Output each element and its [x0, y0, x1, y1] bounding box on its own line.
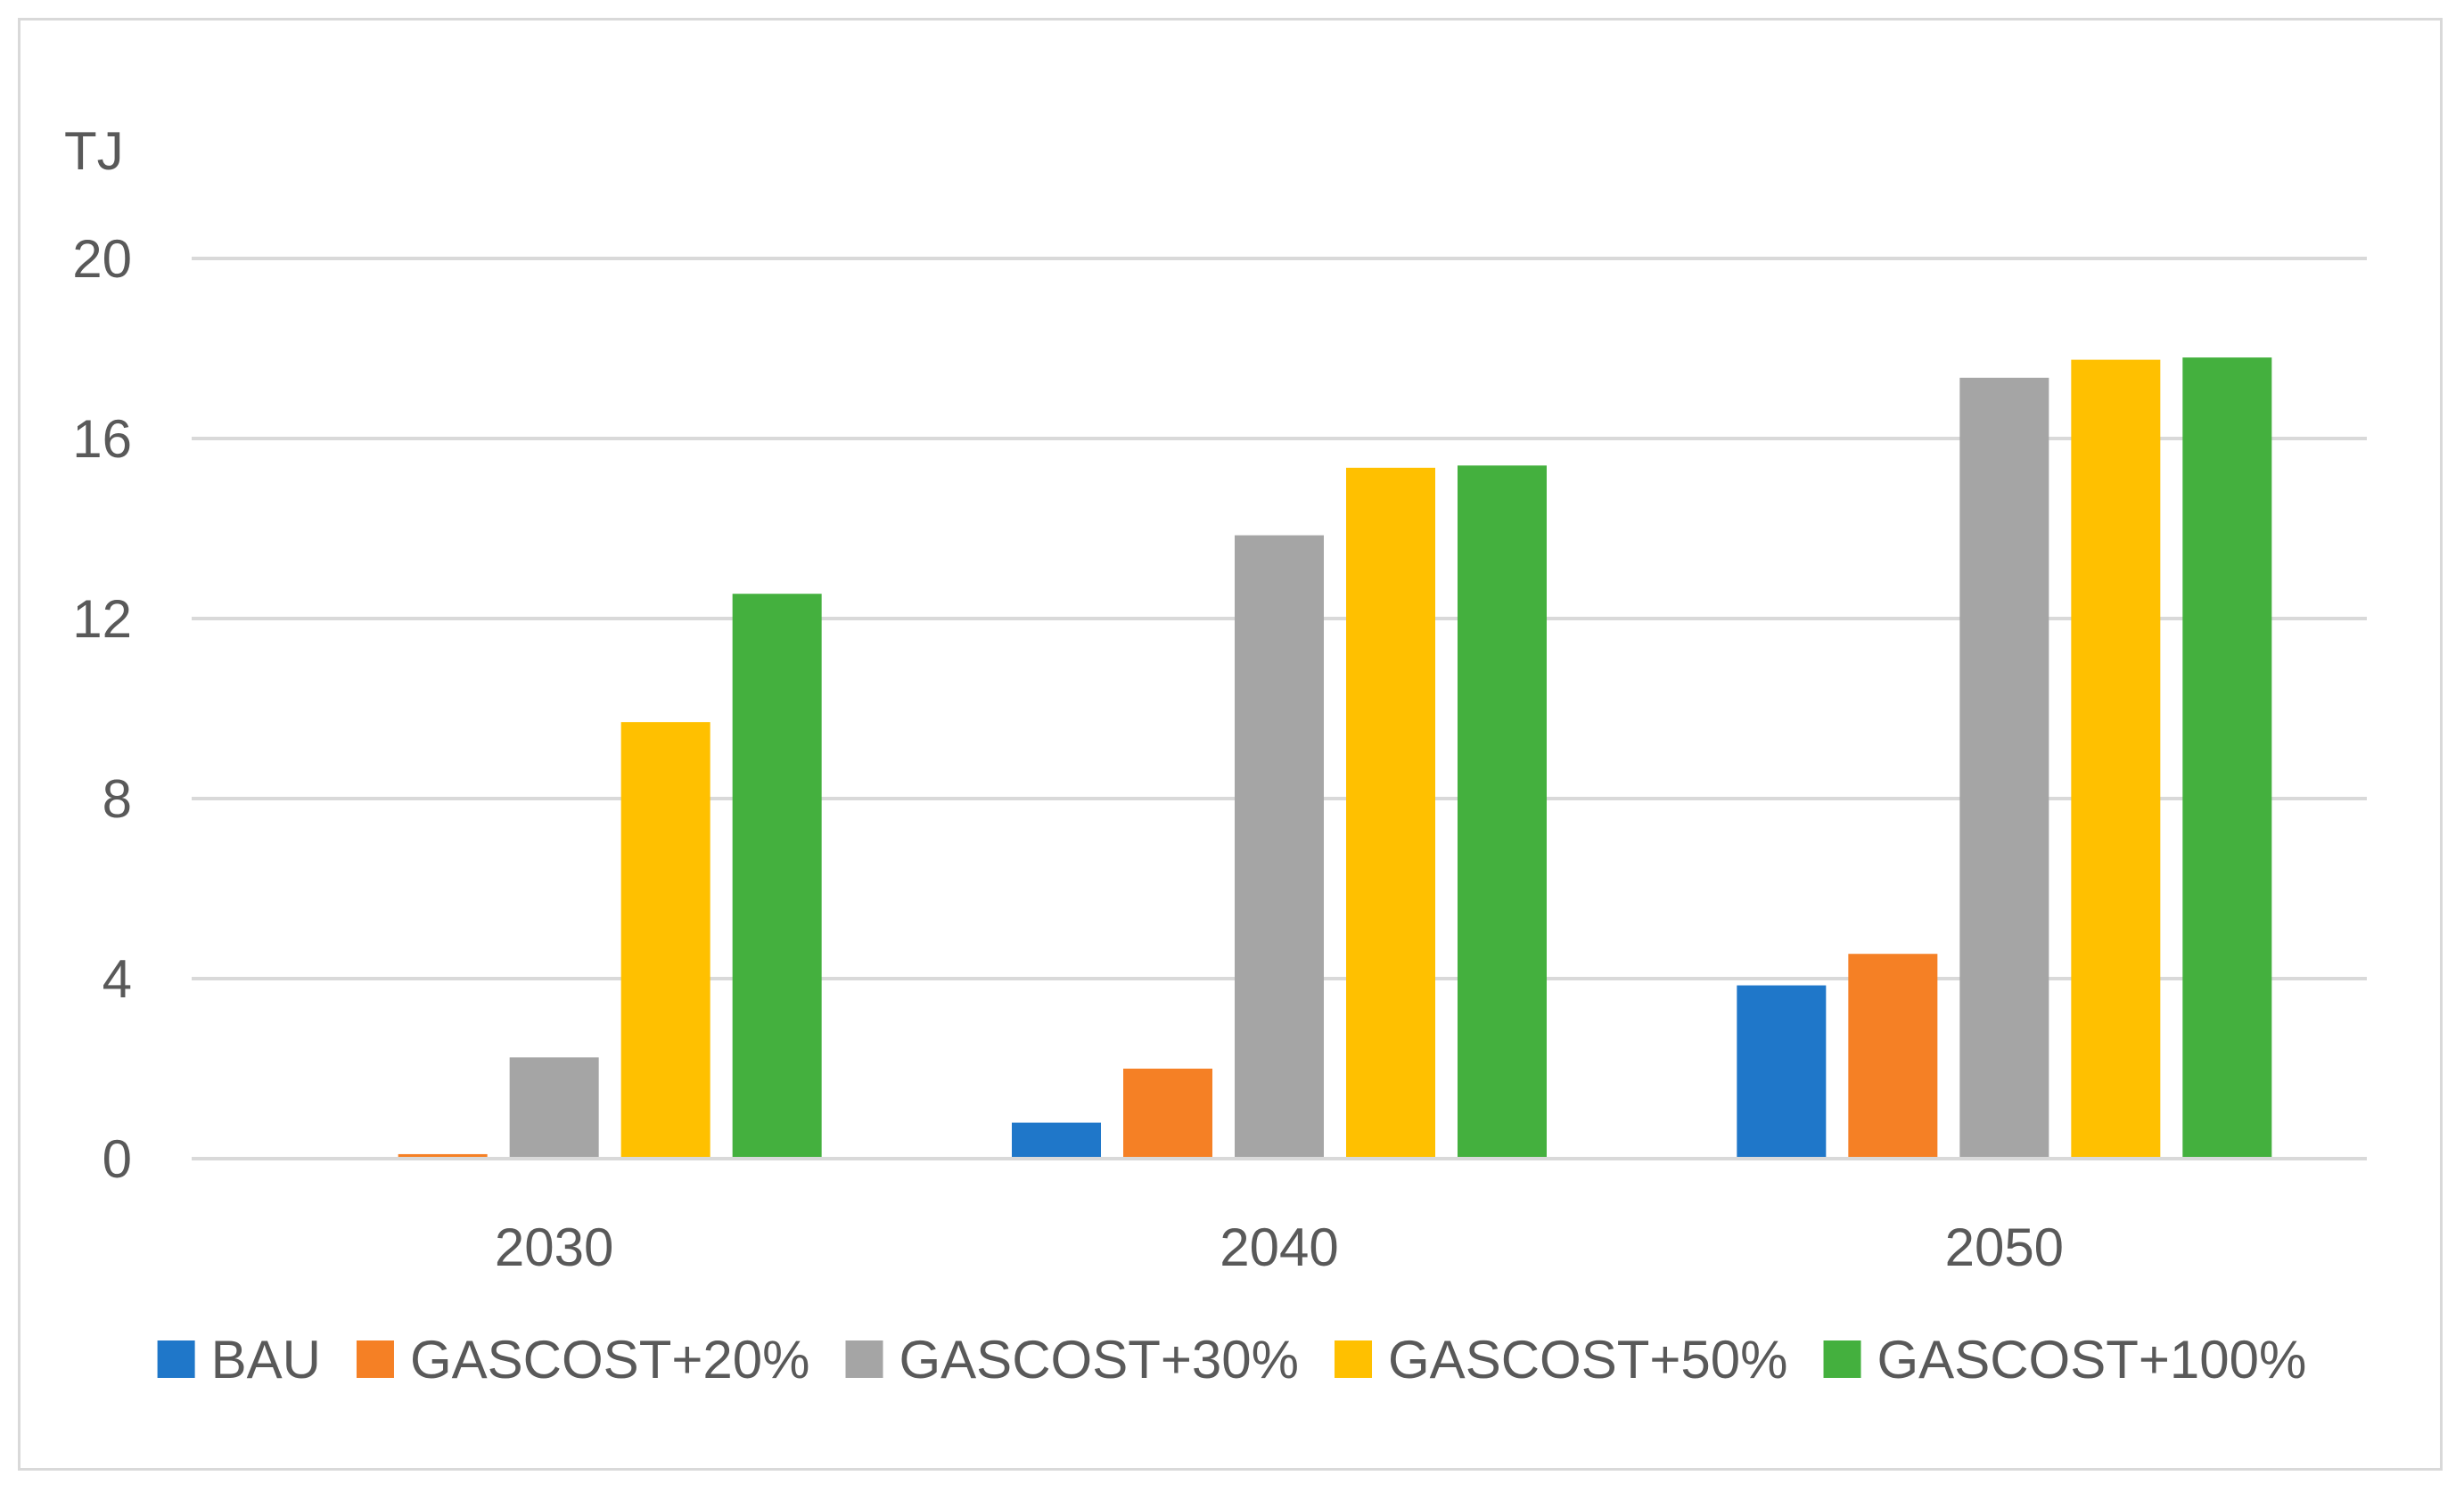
bar-2050-bau: [1737, 985, 1827, 1159]
bar-2050-gascost-50-: [2071, 359, 2161, 1159]
bar-2030-gascost-100-: [732, 594, 822, 1159]
bar-2030-gascost-20-: [398, 1153, 488, 1159]
legend-item-gascost-100-: GASCOST+100%: [1823, 1330, 2307, 1390]
bars: [398, 357, 2272, 1160]
bar-2040-gascost-100-: [1458, 465, 1547, 1159]
x-tick-label: 2040: [1220, 1217, 1338, 1277]
y-tick-label: 4: [103, 949, 132, 1009]
x-tick-label: 2050: [1945, 1217, 2064, 1277]
bar-2050-gascost-30-: [1959, 377, 2049, 1159]
bar-2040-bau: [1012, 1122, 1101, 1159]
bar-2030-gascost-50-: [620, 722, 710, 1159]
y-tick-label: 0: [103, 1129, 132, 1189]
legend-swatch: [356, 1340, 394, 1378]
legend-label: GASCOST+100%: [1877, 1330, 2307, 1390]
bar-2040-gascost-50-: [1346, 467, 1435, 1159]
y-tick-label: 8: [103, 769, 132, 829]
y-tick-label: 16: [72, 409, 132, 469]
legend-label: GASCOST+50%: [1388, 1330, 1788, 1390]
legend-swatch: [1335, 1340, 1373, 1378]
legend: BAU GASCOST+20% GASCOST+30% GASCOST+50% GASC…: [157, 1330, 2307, 1390]
legend-item-gascost-50-: GASCOST+50%: [1335, 1330, 1788, 1390]
legend-swatch: [157, 1340, 195, 1378]
y-tick-label: 12: [72, 589, 132, 649]
legend-label: GASCOST+20%: [410, 1330, 810, 1390]
bar-2050-gascost-20-: [1848, 954, 1938, 1159]
bar-2040-gascost-30-: [1235, 535, 1324, 1159]
legend-item-gascost-20-: GASCOST+20%: [356, 1330, 810, 1390]
legend-label: BAU: [211, 1330, 321, 1390]
bar-2040-gascost-20-: [1123, 1069, 1212, 1159]
legend-item-bau: BAU: [157, 1330, 321, 1390]
legend-swatch: [845, 1340, 883, 1378]
legend-item-gascost-30-: GASCOST+30%: [845, 1330, 1299, 1390]
y-axis-ticks: 0 4 8 12 16 20: [72, 229, 132, 1189]
bar-2050-gascost-100-: [2182, 357, 2272, 1160]
x-tick-label: 2030: [495, 1217, 613, 1277]
x-axis-ticks: 2030 2040 2050: [495, 1217, 2064, 1277]
y-tick-label: 20: [72, 229, 132, 289]
legend-swatch: [1823, 1340, 1861, 1378]
legend-label: GASCOST+30%: [899, 1330, 1299, 1390]
bar-2030-gascost-30-: [509, 1057, 599, 1159]
y-axis-unit-label: TJ: [64, 121, 124, 181]
